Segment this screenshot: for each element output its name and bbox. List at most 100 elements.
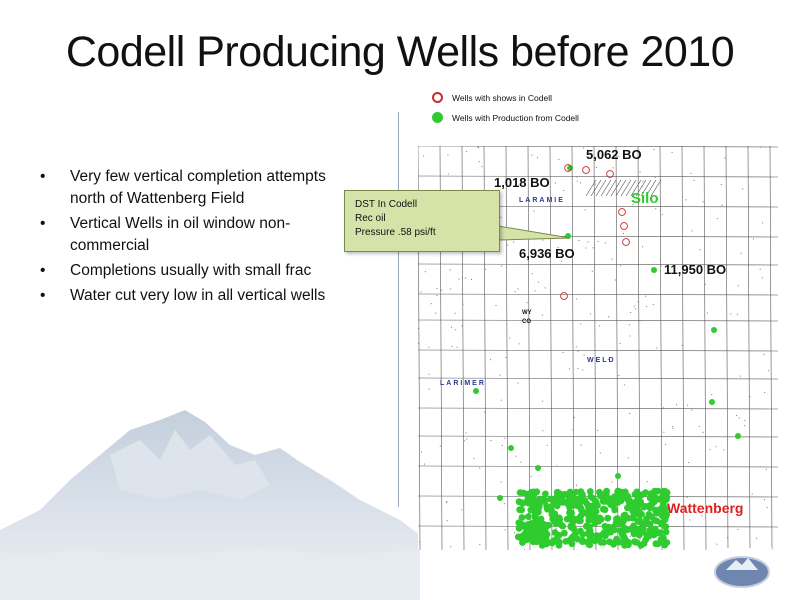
map-speck	[686, 497, 688, 498]
map-speck	[542, 400, 544, 402]
map-speck	[590, 313, 592, 315]
production-well-marker	[635, 507, 643, 515]
map-speck	[762, 222, 764, 224]
shows-well-marker	[560, 292, 568, 300]
production-well-marker	[571, 516, 578, 524]
production-well-marker	[661, 523, 669, 530]
production-well-marker	[556, 516, 563, 524]
map-speck	[575, 346, 577, 348]
well-map	[418, 146, 778, 550]
map-speck	[727, 537, 728, 539]
map-grid-line	[769, 146, 773, 550]
map-speck	[608, 316, 610, 318]
production-well-marker	[535, 465, 541, 471]
map-speck	[500, 216, 502, 218]
map-speck	[659, 209, 661, 211]
map-speck	[554, 182, 556, 184]
map-speck	[464, 277, 466, 279]
production-well-marker	[508, 445, 514, 451]
map-speck	[638, 194, 639, 196]
map-grid-line	[418, 263, 778, 266]
production-well-marker	[606, 538, 613, 546]
map-speck	[617, 155, 619, 157]
map-speck	[428, 388, 430, 390]
production-well-marker	[646, 494, 654, 502]
map-speck	[507, 244, 509, 246]
map-speck	[706, 312, 708, 314]
legend-label-production: Wells with Production from Codell	[452, 113, 579, 123]
production-well-marker	[531, 511, 539, 519]
map-hatch-line	[620, 179, 632, 197]
map-speck	[454, 312, 456, 314]
production-well-marker	[583, 522, 590, 530]
map-speck	[654, 176, 656, 178]
map-hatch-line	[625, 179, 637, 197]
map-speck	[461, 509, 463, 511]
map-speck	[428, 373, 430, 375]
production-well-marker	[646, 521, 654, 528]
bullet-dot: •	[40, 168, 46, 185]
map-speck	[597, 241, 599, 242]
production-well-marker	[645, 502, 652, 510]
map-hatch-line	[640, 179, 652, 197]
map-speck	[418, 328, 419, 329]
production-well-marker	[527, 506, 535, 514]
map-speck	[455, 329, 457, 331]
map-grid-line	[659, 146, 663, 550]
production-well-marker	[621, 541, 628, 549]
map-grid-line	[615, 146, 619, 550]
county-label-weld: WELD	[587, 357, 616, 364]
map-speck	[765, 468, 767, 470]
bullet-text: Very few vertical completion attempts no…	[70, 168, 326, 207]
production-well-marker	[643, 532, 651, 539]
map-speck	[580, 182, 582, 184]
map-speck	[495, 305, 497, 306]
map-speck	[642, 246, 644, 248]
map-speck	[744, 425, 746, 427]
map-speck	[556, 465, 557, 467]
production-well-marker	[473, 388, 479, 394]
production-well-marker	[624, 504, 631, 512]
production-well-marker	[592, 508, 600, 515]
shows-well-marker	[606, 170, 614, 178]
production-well-marker	[591, 519, 599, 527]
map-speck	[463, 466, 464, 468]
map-speck	[704, 283, 706, 285]
map-speck	[642, 180, 644, 182]
map-speck	[646, 306, 648, 308]
callout-pointer	[498, 225, 571, 241]
map-grid-line	[418, 146, 778, 148]
map-hatch-line	[585, 179, 597, 197]
map-speck	[597, 429, 599, 431]
map-speck	[513, 241, 515, 243]
map-speck	[524, 549, 525, 550]
map-speck	[751, 493, 753, 495]
production-well-marker	[538, 495, 546, 503]
production-well-marker	[561, 490, 569, 498]
map-speck	[466, 438, 468, 440]
map-speck	[723, 449, 725, 451]
map-speck	[628, 324, 630, 326]
map-grid-line	[681, 146, 685, 550]
production-well-marker	[637, 541, 645, 549]
map-grid-line	[725, 146, 729, 550]
map-hatch-line	[635, 179, 647, 197]
map-speck	[504, 529, 506, 531]
map-speck	[730, 313, 732, 315]
map-hatch-line	[605, 179, 617, 197]
label-6936-bo: 6,936 BO	[519, 246, 575, 261]
map-grid-line	[418, 435, 778, 438]
company-logo	[712, 548, 772, 592]
production-well-marker	[632, 498, 639, 506]
map-speck	[672, 427, 674, 429]
map-speck	[562, 352, 564, 353]
map-speck	[557, 246, 559, 248]
map-speck	[458, 278, 460, 280]
map-grid-line	[703, 146, 707, 550]
map-speck	[423, 155, 425, 157]
map-speck	[517, 382, 519, 384]
map-speck	[702, 201, 704, 203]
map-speck	[582, 369, 584, 371]
map-speck	[446, 501, 448, 503]
map-grid-line	[527, 146, 531, 550]
